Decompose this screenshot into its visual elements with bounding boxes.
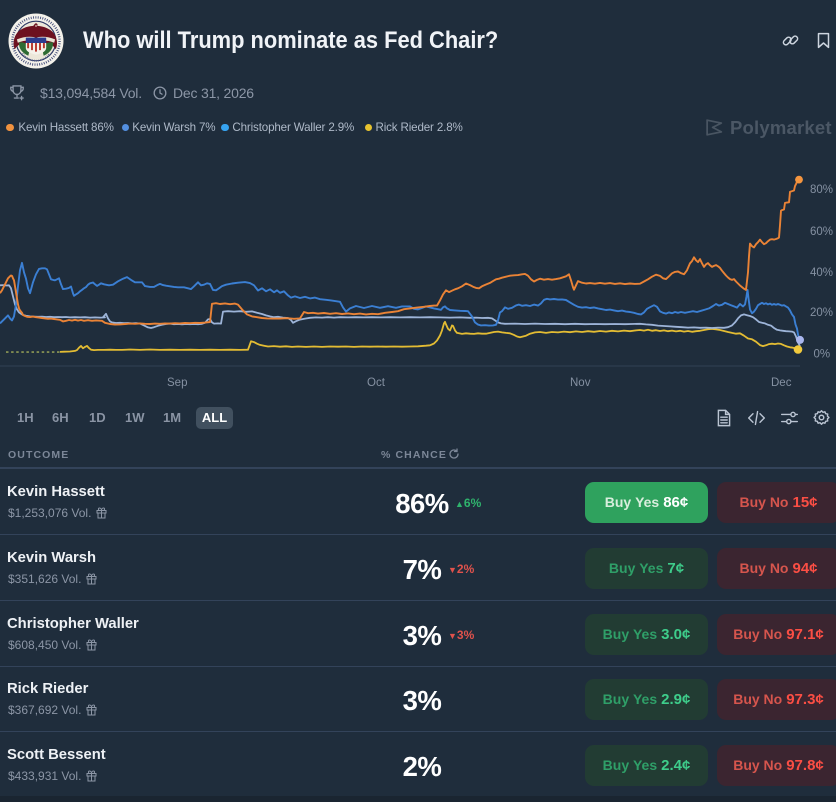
svg-text:Oct: Oct xyxy=(367,377,386,389)
svg-text:Sep: Sep xyxy=(167,377,187,389)
svg-text:40%: 40% xyxy=(810,267,833,279)
svg-text:Dec: Dec xyxy=(771,377,792,389)
svg-text:0%: 0% xyxy=(814,348,831,360)
svg-text:60%: 60% xyxy=(810,226,833,238)
svg-text:80%: 80% xyxy=(810,184,833,196)
svg-text:20%: 20% xyxy=(810,307,833,319)
svg-text:Nov: Nov xyxy=(570,377,591,389)
